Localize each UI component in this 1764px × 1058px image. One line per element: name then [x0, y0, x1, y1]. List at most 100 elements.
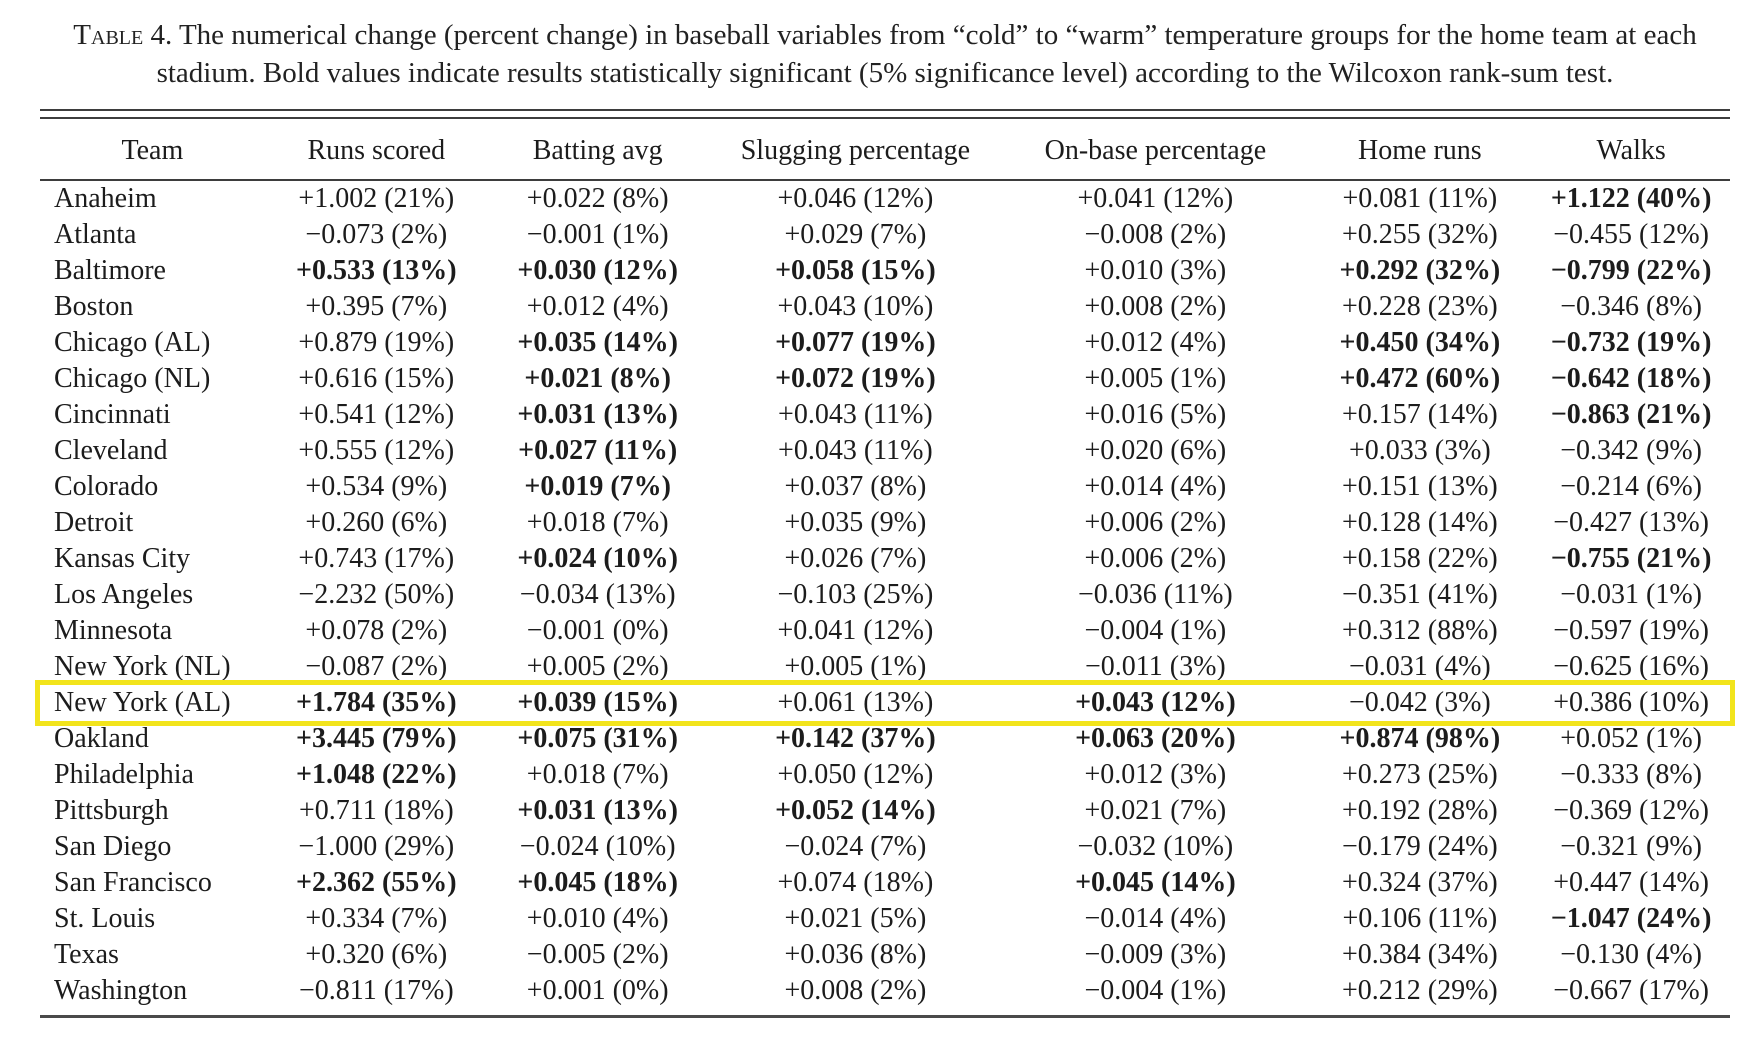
- stat-value: +0.016 (5%): [1084, 398, 1227, 430]
- stat-value-significant: +0.533 (13%): [296, 254, 457, 286]
- column-header-batting-avg: Batting avg: [532, 134, 663, 166]
- stat-cell: +0.008 (2%): [708, 973, 1004, 1009]
- team-name: Chicago (NL): [54, 362, 211, 394]
- team-name: Atlanta: [54, 218, 137, 250]
- team-name: Detroit: [54, 506, 134, 538]
- stat-cell: +0.001 (0%): [488, 973, 708, 1009]
- stat-cell: +0.395 (7%): [265, 289, 488, 325]
- team-name: Philadelphia: [54, 758, 194, 790]
- stat-value: +0.005 (2%): [526, 650, 669, 682]
- highlighted-row: New York (AL) +1.784 (35%) +0.039 (15%) +0.…: [35, 679, 1735, 726]
- stat-cell: −1.000 (29%): [265, 829, 488, 865]
- stat-cell: +0.447 (14%): [1532, 865, 1730, 901]
- team-name: San Diego: [54, 830, 172, 862]
- stat-value: +0.012 (4%): [1084, 326, 1227, 358]
- top-rule: [40, 108, 1730, 119]
- stat-cell: −0.042 (3%): [1307, 685, 1532, 721]
- stat-cell: +0.039 (15%): [488, 685, 708, 721]
- bottom-rule: [40, 1014, 1730, 1018]
- stat-value: −0.455 (12%): [1553, 218, 1709, 250]
- stat-cell: +0.192 (28%): [1307, 793, 1532, 829]
- column-header-home-runs: Home runs: [1358, 134, 1482, 166]
- stat-value: −0.667 (17%): [1553, 974, 1709, 1006]
- column-header-slugging-percentage: Slugging percentage: [740, 134, 971, 166]
- stat-cell: −0.799 (22%): [1532, 253, 1730, 289]
- stat-value-significant: +0.142 (37%): [775, 722, 936, 754]
- stat-cell: −0.342 (9%): [1532, 433, 1730, 469]
- stat-value-significant: +1.122 (40%): [1550, 182, 1712, 214]
- stat-cell: +0.052 (14%): [708, 793, 1004, 829]
- stat-cell: +1.122 (40%): [1532, 180, 1730, 217]
- stat-value: +0.010 (3%): [1084, 254, 1227, 286]
- stat-cell: +0.012 (4%): [1003, 325, 1307, 361]
- table-row: Los Angeles −2.232 (50%) −0.034 (13%) −0.10…: [40, 577, 1730, 613]
- stat-cell: −0.811 (17%): [265, 973, 488, 1009]
- stat-cell: +0.058 (15%): [708, 253, 1004, 289]
- stat-value: +0.158 (22%): [1341, 542, 1498, 574]
- stat-value: +0.005 (1%): [1084, 362, 1227, 394]
- stat-value: +0.312 (88%): [1341, 614, 1498, 646]
- stat-cell: +0.043 (11%): [708, 433, 1004, 469]
- stat-value: −0.004 (1%): [1084, 614, 1227, 646]
- table-row: Kansas City +0.743 (17%) +0.024 (10%) +0.02…: [40, 541, 1730, 577]
- stat-value: −0.351 (41%): [1341, 578, 1498, 610]
- stat-cell: +0.021 (8%): [488, 361, 708, 397]
- stat-cell: +0.555 (12%): [265, 433, 488, 469]
- stat-cell: +0.035 (14%): [488, 325, 708, 361]
- stat-value: +0.021 (5%): [784, 902, 927, 934]
- stat-value: +0.012 (4%): [526, 290, 669, 322]
- stat-cell: −0.732 (19%): [1532, 325, 1730, 361]
- stat-cell: −0.455 (12%): [1532, 217, 1730, 253]
- stat-value: +0.334 (7%): [305, 902, 448, 934]
- stat-cell: −0.130 (4%): [1532, 937, 1730, 973]
- stat-cell: +0.043 (10%): [708, 289, 1004, 325]
- stat-value: −0.087 (2%): [305, 650, 448, 682]
- stat-cell: +0.010 (4%): [488, 901, 708, 937]
- stat-cell: +0.052 (1%): [1532, 721, 1730, 757]
- stat-cell: −0.011 (3%): [1003, 649, 1307, 685]
- column-header-walks: Walks: [1596, 134, 1666, 166]
- team-name: Minnesota: [54, 614, 173, 646]
- stat-cell: +0.324 (37%): [1307, 865, 1532, 901]
- stat-cell: +0.541 (12%): [265, 397, 488, 433]
- stat-cell: +0.006 (2%): [1003, 505, 1307, 541]
- stat-value-significant: +0.052 (14%): [775, 794, 936, 826]
- stat-value: +0.324 (37%): [1341, 866, 1498, 898]
- stat-cell: +0.063 (20%): [1003, 721, 1307, 757]
- stat-value: +0.050 (12%): [777, 758, 934, 790]
- table-row: Baltimore +0.533 (13%) +0.030 (12%) +0.058 …: [40, 253, 1730, 289]
- table-row: Chicago (AL) +0.879 (19%) +0.035 (14%) +0.0…: [40, 325, 1730, 361]
- table-body: Anaheim +1.002 (21%) +0.022 (8%) +0.046 (12…: [35, 180, 1735, 1009]
- stat-cell: +0.157 (14%): [1307, 397, 1532, 433]
- stat-value: −0.179 (24%): [1341, 830, 1498, 862]
- stat-value: −0.034 (13%): [519, 578, 676, 610]
- stat-value-significant: +0.027 (11%): [518, 434, 678, 466]
- stat-value: −0.031 (4%): [1348, 650, 1491, 682]
- stat-value: +0.534 (9%): [305, 470, 448, 502]
- stat-cell: +0.005 (2%): [488, 649, 708, 685]
- table-row: Anaheim +1.002 (21%) +0.022 (8%) +0.046 (12…: [40, 180, 1730, 217]
- stat-value-significant: +0.072 (19%): [775, 362, 936, 394]
- stat-value-significant: +0.024 (10%): [517, 542, 678, 574]
- stat-cell: −0.755 (21%): [1532, 541, 1730, 577]
- stat-value: −0.130 (4%): [1560, 938, 1702, 970]
- stat-cell: +0.043 (11%): [708, 397, 1004, 433]
- stat-cell: −0.103 (25%): [708, 577, 1004, 613]
- table-row: Oakland +3.445 (79%) +0.075 (31%) +0.142 (3…: [40, 721, 1730, 757]
- stat-cell: +0.072 (19%): [708, 361, 1004, 397]
- stat-value: −0.005 (2%): [526, 938, 669, 970]
- stat-cell: −0.024 (7%): [708, 829, 1004, 865]
- team-name: New York (AL): [54, 686, 231, 718]
- stat-value: +0.046 (12%): [777, 182, 934, 214]
- stat-value: +0.192 (28%): [1341, 794, 1498, 826]
- stat-cell: +0.031 (13%): [488, 397, 708, 433]
- stat-value-significant: +0.043 (12%): [1075, 686, 1236, 718]
- stat-cell: +0.061 (13%): [708, 685, 1004, 721]
- stat-cell: +0.158 (22%): [1307, 541, 1532, 577]
- stat-cell: +0.008 (2%): [1003, 289, 1307, 325]
- table-row: New York (NL) −0.087 (2%) +0.005 (2%) +0.00…: [40, 649, 1730, 685]
- table-caption-text: The numerical change (percent change) in…: [156, 19, 1697, 90]
- stat-value: +0.743 (17%): [298, 542, 455, 574]
- stat-value: +0.078 (2%): [305, 614, 448, 646]
- stat-value: +0.711 (18%): [298, 794, 454, 826]
